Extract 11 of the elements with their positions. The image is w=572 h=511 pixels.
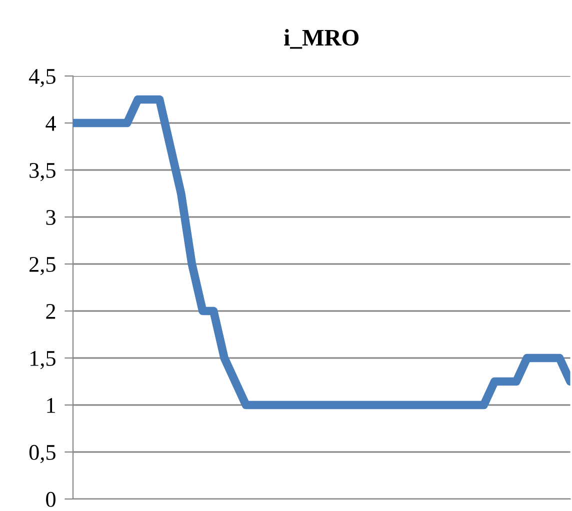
y-tick-label: 0,5 [29,444,56,464]
y-tick-label: 1,5 [30,351,56,370]
y-tick-label: 4 [46,116,56,131]
y-tick-label: 4,5 [28,69,56,88]
chart-title: i_MRO [284,29,359,49]
y-tick-label: 3,5 [30,162,56,182]
y-tick-label: 1 [47,398,55,413]
y-tick-label: 2 [46,304,56,319]
y-tick-label: 2,5 [30,256,56,276]
y-tick-label: 3 [46,210,56,225]
y-tick-label: 0 [46,492,56,507]
